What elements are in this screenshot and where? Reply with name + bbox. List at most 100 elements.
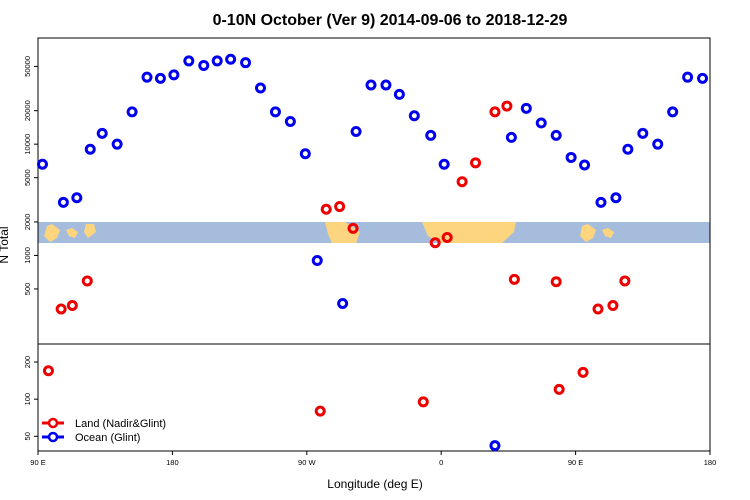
- ocean-point-upper: [36, 158, 48, 170]
- ocean-point-upper: [126, 106, 138, 118]
- map-land-south-america: [325, 222, 360, 243]
- land-point-lower: [42, 365, 54, 377]
- land-point-lower: [553, 383, 565, 395]
- ocean-point-upper: [380, 79, 392, 91]
- ocean-point-upper: [168, 69, 180, 81]
- upper-y-tick-label: 50000: [23, 56, 32, 77]
- land-point-upper: [508, 273, 520, 285]
- ocean-point-upper: [438, 158, 450, 170]
- land-point-upper: [619, 275, 631, 287]
- ocean-point-upper: [141, 71, 153, 83]
- map-land-islands: [84, 224, 96, 238]
- land-point-upper: [320, 203, 332, 215]
- ocean-point-upper: [225, 53, 237, 65]
- ocean-point-upper: [579, 159, 591, 171]
- ocean-point-upper: [365, 79, 377, 91]
- ocean-point-upper: [697, 72, 709, 84]
- upper-y-tick-label: 500: [23, 283, 32, 296]
- upper-y-tick-label: 10000: [23, 134, 32, 155]
- ocean-point-upper: [337, 297, 349, 309]
- ocean-point-upper: [622, 143, 634, 155]
- land-point-lower: [577, 366, 589, 378]
- x-axis-label: Longitude (deg E): [327, 477, 422, 491]
- lower-y-tick-label: 100: [23, 393, 32, 406]
- land-point-upper: [592, 303, 604, 315]
- ocean-point-upper: [269, 106, 281, 118]
- x-axis: 90 E 180 90 W 0 90 E 180: [30, 451, 716, 467]
- map-land-new-guinea: [66, 228, 78, 238]
- legend-land-marker: [47, 417, 59, 429]
- upper-y-tick-label: 2000: [23, 214, 32, 231]
- land-point-upper: [81, 275, 93, 287]
- ocean-point-upper: [393, 88, 405, 100]
- upper-y-tick-label: 1000: [23, 247, 32, 264]
- ocean-point-upper: [550, 129, 562, 141]
- world-map-band: [38, 222, 710, 243]
- ocean-point-upper: [240, 57, 252, 69]
- ocean-point-upper: [425, 129, 437, 141]
- ocean-point-upper: [667, 106, 679, 118]
- x-tick-label: 0: [439, 458, 443, 467]
- ocean-point-upper: [408, 110, 420, 122]
- ocean-point-upper: [255, 82, 267, 94]
- land-point-upper: [470, 157, 482, 169]
- ocean-point-upper: [57, 196, 69, 208]
- land-point-upper: [501, 100, 513, 112]
- map-land-new-guinea-repeat: [602, 228, 614, 238]
- land-point-upper: [489, 106, 501, 118]
- ocean-point-upper: [505, 131, 517, 143]
- lower-y-tick-label: 50: [23, 432, 32, 440]
- ocean-point-upper: [211, 55, 223, 67]
- x-tick-label: 90 E: [568, 458, 583, 467]
- ocean-point-upper: [154, 72, 166, 84]
- ocean-point-upper: [96, 127, 108, 139]
- x-tick-label: 180: [704, 458, 717, 467]
- ocean-point-upper: [183, 55, 195, 67]
- ocean-point-upper: [565, 151, 577, 163]
- legend-land-label: Land (Nadir&Glint): [75, 418, 166, 430]
- ocean-point-upper: [284, 115, 296, 127]
- map-ocean-background: [38, 222, 710, 243]
- x-tick-label: 90 E: [30, 458, 45, 467]
- land-point-lower: [314, 405, 326, 417]
- ocean-point-upper: [71, 192, 83, 204]
- ocean-point-upper: [311, 255, 323, 267]
- lower-panel-frame: [37, 343, 711, 452]
- ocean-point-upper: [682, 71, 694, 83]
- ocean-point-upper: [595, 196, 607, 208]
- ocean-point-upper: [520, 102, 532, 114]
- upper-y-tick-label: 5000: [23, 169, 32, 186]
- ocean-point-lower: [489, 440, 501, 452]
- upper-y-axis: 500 1000 2000 5000 10000 20000 50000: [23, 56, 38, 295]
- land-point-upper: [334, 201, 346, 213]
- land-point-upper: [66, 299, 78, 311]
- ocean-point-upper: [652, 138, 664, 150]
- ocean-point-upper: [111, 138, 123, 150]
- ocean-point-upper: [350, 125, 362, 137]
- lower-y-axis: 50 100 200: [23, 356, 38, 440]
- map-land-africa: [422, 222, 516, 243]
- land-point-upper: [456, 176, 468, 188]
- land-point-upper: [607, 299, 619, 311]
- map-land-indonesia: [44, 224, 60, 242]
- legend-ocean-label: Ocean (Glint): [75, 432, 140, 444]
- land-point-lower: [417, 396, 429, 408]
- land-point-upper: [347, 222, 359, 234]
- upper-y-tick-label: 20000: [23, 100, 32, 121]
- lower-y-tick-label: 200: [23, 356, 32, 369]
- x-tick-label: 180: [166, 458, 179, 467]
- ocean-point-upper: [637, 127, 649, 139]
- land-point-upper: [429, 237, 441, 249]
- land-point-upper: [441, 231, 453, 243]
- legend-ocean-marker: [47, 431, 59, 443]
- ocean-point-upper: [198, 59, 210, 71]
- chart-title: 0-10N October (Ver 9) 2014-09-06 to 2018…: [213, 12, 568, 29]
- ocean-point-upper: [299, 148, 311, 160]
- y-axis-label: N Total: [0, 226, 11, 263]
- data-points: [36, 53, 709, 452]
- ocean-point-upper: [610, 192, 622, 204]
- x-tick-label: 90 W: [298, 458, 316, 467]
- map-land-indonesia-repeat: [580, 224, 596, 242]
- land-point-upper: [550, 276, 562, 288]
